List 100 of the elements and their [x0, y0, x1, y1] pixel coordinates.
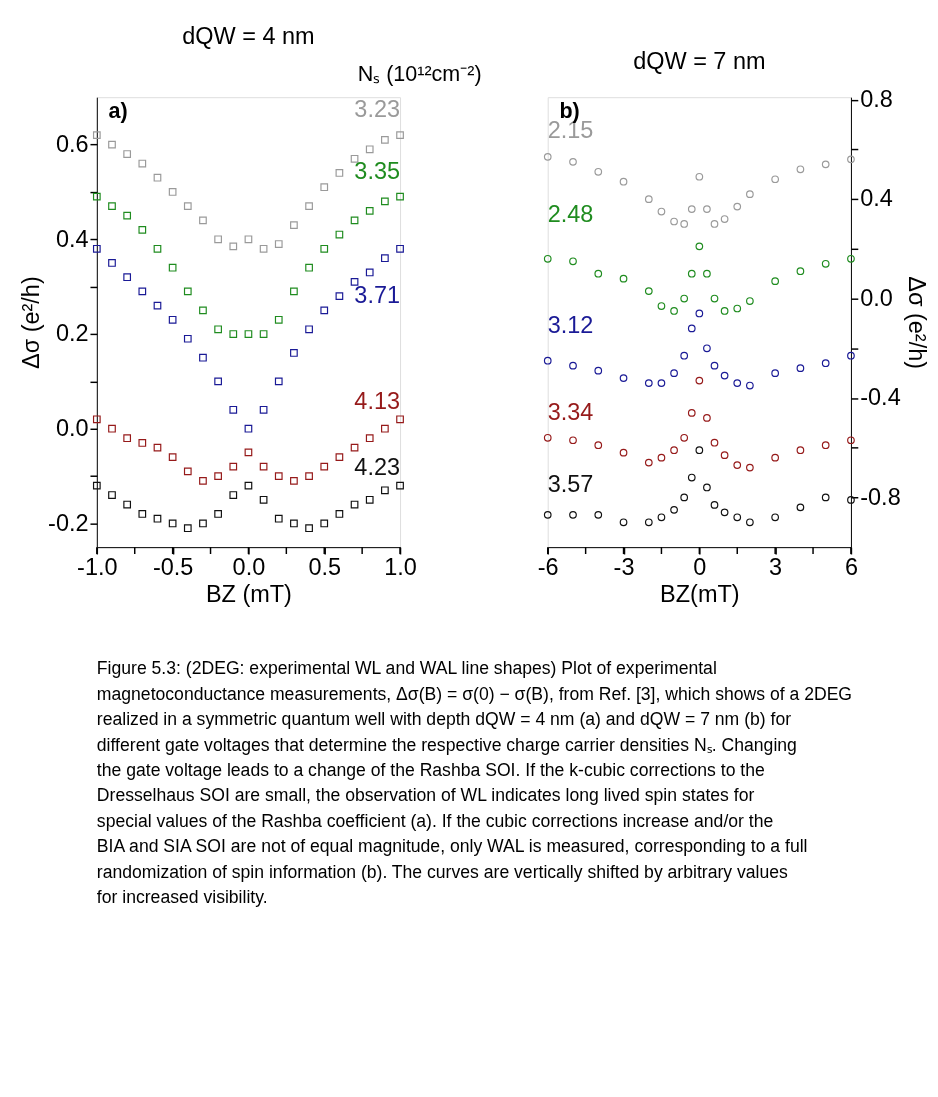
point: [92, 131, 101, 139]
point: [183, 202, 192, 211]
point: [657, 302, 666, 310]
point: [746, 297, 754, 305]
point: [350, 443, 359, 452]
point: [274, 315, 283, 324]
series-label: 3.35: [354, 158, 401, 185]
point: [821, 359, 830, 368]
point: [153, 443, 162, 452]
point: [710, 361, 719, 370]
chart-title: dQW = 4 nm: [182, 23, 315, 50]
point: [670, 217, 678, 226]
x-axis-title: BZ (mT): [205, 581, 292, 608]
point: [703, 269, 711, 278]
point: [569, 157, 577, 166]
point: [657, 513, 666, 522]
point: [695, 242, 704, 251]
point: [594, 510, 603, 519]
point: [847, 496, 855, 504]
point: [123, 211, 132, 220]
series-label: 3.23: [354, 96, 401, 123]
point: [569, 257, 577, 266]
point: [771, 277, 780, 286]
point: [619, 274, 628, 283]
y-tick-label: 0.0: [55, 415, 89, 442]
y-tick-label: -0.2: [48, 509, 89, 536]
point: [365, 434, 374, 443]
point: [746, 463, 754, 472]
point: [680, 433, 689, 442]
point: [644, 518, 653, 527]
point: [320, 519, 329, 528]
point: [214, 510, 222, 518]
point: [670, 307, 678, 315]
point: [153, 244, 162, 253]
point: [695, 172, 704, 181]
point: [644, 195, 653, 203]
legend-title: Nₛ (10¹²cm⁻²): [357, 61, 482, 86]
text: Figure 5.3: (2DEG: experimental WL and WAL line shapes) Plot of experimental magnetoconductance measurements, Δσ(B) = σ(0) − σ(B), from Ref. [3], which shows of a 2DEG realized in a symmetric quantum well with depth dQW = 4 nm (a) and dQW = 7 nm (b) for different gate voltages that determine the respective charge carrier densities Nₛ. Changing the gate voltage leads to a change of the Rashba SOI. If the k-cubic corrections to the Dresselhaus SOI are small, the observation of WL indicates long lived spin states for special values of the Rashba coefficient (a). If the cubic corrections increase and/or the BIA and SIA SOI are not of equal magnitude, only WAL is measured, corresponding to a full randomization of spin information (b). The curves are vertically shifted by arbitrary values for increased visibility.: [96, 658, 853, 908]
point: [381, 254, 389, 263]
point: [183, 334, 192, 343]
point: [720, 215, 729, 223]
point: [720, 371, 729, 380]
point: [644, 379, 653, 387]
x-tick-label: 6: [844, 554, 858, 581]
x-tick-label: 0.0: [232, 554, 266, 581]
point: [335, 510, 344, 518]
point: [733, 513, 742, 522]
point: [229, 242, 238, 251]
point: [168, 315, 177, 324]
chart-title: dQW = 7 nm: [633, 48, 766, 75]
point: [123, 273, 132, 282]
point: [543, 510, 552, 519]
point: [320, 306, 329, 315]
point: [305, 524, 313, 533]
point: [543, 356, 552, 365]
point: [199, 306, 207, 315]
point: [720, 451, 729, 460]
point: [396, 192, 404, 201]
point: [771, 513, 780, 522]
point: [259, 462, 268, 471]
point: [733, 304, 742, 313]
point: [199, 476, 207, 485]
point: [350, 154, 359, 163]
point: [335, 453, 344, 462]
point: [381, 424, 389, 433]
point: [138, 439, 147, 447]
series-label: 4.13: [354, 388, 401, 415]
y-axis-title: Δσ (e²/h): [904, 276, 931, 370]
point: [396, 244, 404, 253]
point: [108, 491, 116, 499]
point: [821, 160, 830, 169]
point: [365, 495, 374, 504]
point: [92, 192, 101, 201]
x-tick-label: -1.0: [77, 554, 118, 581]
point: [350, 278, 359, 286]
point: [821, 493, 830, 502]
point: [670, 446, 678, 455]
point: [687, 205, 696, 213]
series-label: 3.34: [547, 399, 594, 426]
point: [680, 351, 689, 360]
point: [569, 361, 577, 370]
point: [259, 405, 268, 414]
point: [335, 169, 344, 177]
point: [320, 183, 329, 192]
x-tick-label: -3: [613, 554, 635, 581]
point: [214, 235, 222, 244]
point: [229, 405, 238, 414]
point: [290, 476, 298, 485]
point: [274, 240, 283, 248]
x-axis-title: BZ(mT): [660, 581, 740, 608]
point: [92, 481, 101, 490]
x-tick-label: 1.0: [384, 554, 417, 581]
point: [746, 190, 754, 199]
point: [290, 349, 298, 357]
point: [381, 135, 389, 144]
point: [594, 441, 603, 450]
point: [821, 441, 830, 450]
point: [199, 216, 207, 225]
point: [138, 287, 147, 296]
point: [259, 495, 268, 504]
